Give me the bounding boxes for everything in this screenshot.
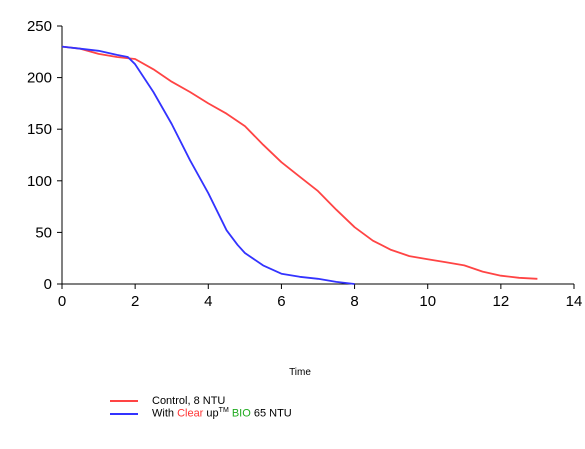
legend-entry-bio: With Clear upTM BIO 65 NTU xyxy=(110,407,292,420)
x-tick-label: 8 xyxy=(350,293,358,310)
legend-bio-prefix: With xyxy=(152,407,178,420)
legend-bio-clear: Clear xyxy=(177,407,204,420)
y-tick-label: 100 xyxy=(27,173,52,190)
series-group xyxy=(61,45,538,285)
x-axis-group: 0 2 4 6 8 10 12 14 xyxy=(58,283,583,310)
legend-swatch-control xyxy=(110,399,138,402)
y-tick-label: 250 xyxy=(27,18,52,35)
legend: Control, 8 NTU With Clear upTM BIO 65 NT… xyxy=(110,394,292,420)
series-line-1 xyxy=(61,45,355,285)
legend-bio-bio: BIO xyxy=(231,407,251,420)
series-line-0 xyxy=(61,45,538,280)
legend-label-control: Control, 8 NTU xyxy=(152,394,226,407)
y-tick-label: 50 xyxy=(35,224,52,241)
x-tick-label: 6 xyxy=(277,293,285,310)
legend-bio-suffix: 65 NTU xyxy=(250,407,292,420)
x-tick-label: 10 xyxy=(419,293,436,310)
x-tick-label: 4 xyxy=(204,293,212,310)
legend-label-bio: With Clear upTM BIO 65 NTU xyxy=(152,407,292,420)
x-tick-label: 0 xyxy=(58,293,66,310)
legend-bio-up: up xyxy=(206,407,219,420)
y-axis-group: 0 50 100 150 200 250 xyxy=(27,18,63,293)
y-tick-label: 0 xyxy=(44,276,52,293)
y-tick-label: 150 xyxy=(27,121,52,138)
legend-bio-tm: TM xyxy=(218,407,229,415)
x-tick-label: 14 xyxy=(566,293,583,310)
y-tick-label: 200 xyxy=(27,70,52,87)
legend-swatch-bio xyxy=(110,412,138,415)
legend-entry-control: Control, 8 NTU xyxy=(110,394,292,407)
x-tick-label: 12 xyxy=(493,293,510,310)
x-tick-label: 2 xyxy=(131,293,139,310)
x-axis-label: Time xyxy=(289,367,311,378)
